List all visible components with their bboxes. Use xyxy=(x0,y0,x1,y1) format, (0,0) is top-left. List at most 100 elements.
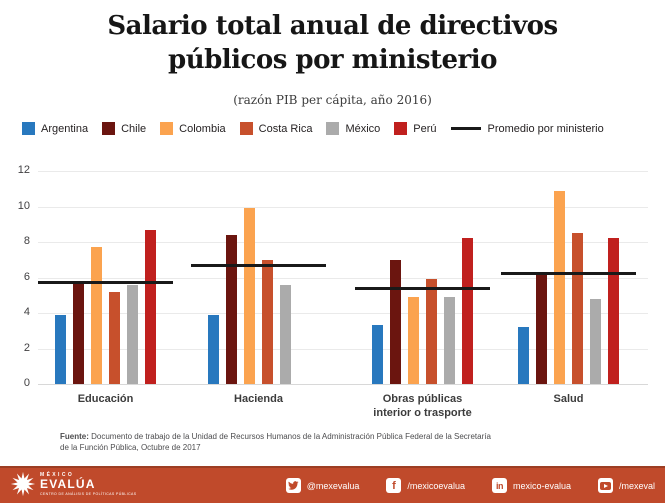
bar-argentina xyxy=(518,327,529,384)
source-text-line2: de la Función Pública, Octubre de 2017 xyxy=(60,443,201,453)
average-line xyxy=(501,272,636,276)
bar-peru xyxy=(462,238,473,384)
legend-swatch xyxy=(102,122,116,135)
social-facebook[interactable]: f/mexicoevalua xyxy=(386,478,465,493)
x-axis-label-hacienda: Hacienda xyxy=(234,393,283,405)
legend-swatch xyxy=(326,122,340,135)
footer-bar: MÉXICO EVALÚA CENTRO DE ANÁLISIS DE POLÍ… xyxy=(0,466,665,503)
y-tick-label-10: 10 xyxy=(17,199,30,212)
source-label: Fuente: xyxy=(60,432,89,441)
bar-colombia xyxy=(244,208,255,384)
y-tick-label-8: 8 xyxy=(23,235,30,247)
bar-costa-rica xyxy=(262,259,273,384)
social-twitter[interactable]: @mexevalua xyxy=(285,478,360,493)
bar-costa-rica xyxy=(426,279,437,384)
bar-chile xyxy=(73,282,84,384)
legend-item-promedio: Promedio por ministerio xyxy=(450,122,604,135)
legend-swatch xyxy=(394,122,408,135)
legend-swatch xyxy=(160,122,174,135)
legend-item-mexico: México xyxy=(326,122,380,135)
bar-mexico xyxy=(444,297,455,384)
bar-costa-rica xyxy=(572,233,583,384)
linkedin-icon: in xyxy=(491,478,507,493)
source-note: Fuente: Documento de trabajo de la Unida… xyxy=(60,431,600,453)
star-logo-icon xyxy=(10,471,36,497)
chart-legend: Argentina Chile Colombia Costa Rica México Pe… xyxy=(22,122,659,135)
x-axis-label-educacion: Educación xyxy=(77,393,134,405)
bar-colombia xyxy=(91,247,102,384)
average-line xyxy=(191,263,326,267)
legend-label: Chile xyxy=(121,122,147,135)
youtube-icon xyxy=(597,478,613,493)
bar-cluster xyxy=(355,238,490,384)
page-title: Salario total anual de directivos públic… xyxy=(107,11,558,75)
mexico-evalua-logo: MÉXICO EVALÚA CENTRO DE ANÁLISIS DE POLÍ… xyxy=(10,471,137,497)
y-tick-label-6: 6 xyxy=(23,270,30,283)
bar-group-educacion xyxy=(38,171,173,384)
bar-chile xyxy=(390,259,401,384)
legend-label: Costa Rica xyxy=(258,122,313,135)
bar-colombia xyxy=(554,190,565,384)
bar-costa-rica xyxy=(109,291,120,384)
x-axis-label-obras-publicas: Obras públicas interior o trasporte xyxy=(373,393,472,420)
facebook-icon: f xyxy=(386,478,402,493)
logo-name-main: EVALÚA xyxy=(40,477,96,492)
gridline-12 xyxy=(38,171,648,172)
legend-item-peru: Perú xyxy=(394,122,437,135)
logo-name-top: MÉXICO xyxy=(40,472,75,479)
legend-item-argentina: Argentina xyxy=(22,122,88,135)
legend-label: Promedio por ministerio xyxy=(487,122,604,135)
bar-mexico xyxy=(280,284,291,384)
bar-group-hacienda xyxy=(191,171,326,384)
legend-swatch xyxy=(239,122,253,135)
legend-label: Colombia xyxy=(179,122,226,135)
chart-subtitle: (razón PIB per cápita, año 2016) xyxy=(233,93,432,107)
bar-peru xyxy=(608,238,619,384)
bar-cluster xyxy=(191,208,326,384)
legend-item-colombia: Colombia xyxy=(160,122,226,135)
source-text-line1: Documento de trabajo de la Unidad de Rec… xyxy=(91,432,491,441)
average-line xyxy=(355,286,490,290)
bar-peru xyxy=(145,229,156,384)
bar-chile xyxy=(536,273,547,384)
bar-argentina xyxy=(208,314,219,384)
bar-mexico xyxy=(127,284,138,384)
average-line-swatch xyxy=(450,127,481,130)
bar-chile xyxy=(226,234,237,384)
bar-argentina xyxy=(372,325,383,384)
plot-area xyxy=(38,171,648,385)
bar-argentina xyxy=(55,314,66,384)
bar-colombia xyxy=(408,297,419,384)
gridline-4 xyxy=(38,313,648,314)
gridline-10 xyxy=(38,206,648,208)
logo-text: MÉXICO EVALÚA CENTRO DE ANÁLISIS DE POLÍ… xyxy=(40,472,137,496)
social-handle: /mexeval xyxy=(618,480,655,491)
bar-group-obras-publicas xyxy=(355,171,490,384)
social-youtube[interactable]: /mexeval xyxy=(597,478,655,493)
twitter-icon xyxy=(285,478,301,493)
bar-cluster xyxy=(38,229,173,384)
bar-group-salud xyxy=(501,171,636,384)
social-handle: @mexevalua xyxy=(306,480,360,491)
gridline-8 xyxy=(38,242,648,243)
social-links: @mexevalua f/mexicoevalua in mexico-evalua /… xyxy=(285,468,655,503)
logo-tagline: CENTRO DE ANÁLISIS DE POLÍTICAS PÚBLICAS xyxy=(40,491,137,496)
legend-label: Argentina xyxy=(41,122,89,135)
bar-mexico xyxy=(590,298,601,384)
legend-swatch xyxy=(22,122,35,135)
legend-item-chile: Chile xyxy=(102,122,146,135)
social-linkedin[interactable]: in mexico-evalua xyxy=(491,478,571,493)
y-tick-label-4: 4 xyxy=(23,306,30,318)
legend-item-costa-rica: Costa Rica xyxy=(239,122,313,135)
gridline-6 xyxy=(38,277,648,279)
y-tick-label-2: 2 xyxy=(23,341,30,354)
social-handle: /mexicoevalua xyxy=(407,480,465,491)
average-line xyxy=(38,281,173,285)
legend-label: Perú xyxy=(413,122,437,135)
y-tick-label-0: 0 xyxy=(23,377,30,389)
x-axis-label-salud: Salud xyxy=(553,393,584,405)
legend-label: México xyxy=(345,122,381,135)
social-handle: mexico-evalua xyxy=(512,480,571,491)
bar-cluster xyxy=(501,190,636,384)
